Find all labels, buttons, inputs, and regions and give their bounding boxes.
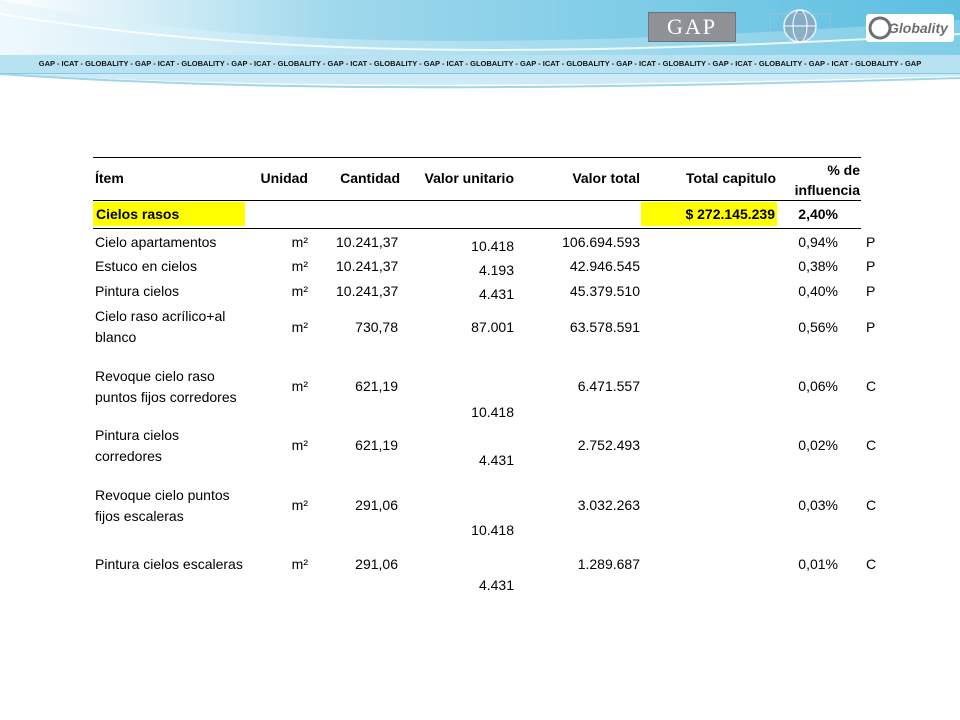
row-unit-value: 87.001 <box>471 319 514 335</box>
header-bottom-rule <box>93 200 861 201</box>
row-total: 2.752.493 <box>577 437 640 453</box>
row-qty: 291,06 <box>355 556 398 572</box>
header-unit-value: Valor unitario <box>424 170 514 186</box>
row-total: 45.379.510 <box>569 283 640 299</box>
globality-logo: Globality <box>866 14 954 42</box>
row-qty: 10.241,37 <box>336 234 399 250</box>
row-total: 63.578.591 <box>569 319 640 335</box>
table-top-rule <box>93 157 861 158</box>
header-influence: % de influencia <box>794 162 860 198</box>
slide-header: GAP Globality GAP - ICAT - GLOBALITY - G… <box>0 0 960 95</box>
header-total-value: Valor total <box>572 170 640 186</box>
row-pct: 0,06% <box>798 378 838 394</box>
row-pct: 0,38% <box>798 258 838 274</box>
row-flag: P <box>866 258 876 274</box>
row-unit: m² <box>291 437 308 453</box>
section-total-highlight <box>641 202 777 226</box>
row-unit: m² <box>291 283 308 299</box>
row-total: 3.032.263 <box>577 497 640 513</box>
row-pct: 0,03% <box>798 497 838 513</box>
row-total: 1.289.687 <box>577 556 640 572</box>
row-unit: m² <box>291 234 308 250</box>
row-pct: 0,56% <box>798 319 838 335</box>
section-pct: 2,40% <box>798 206 838 222</box>
row-flag: C <box>866 378 877 394</box>
row-flag: P <box>866 234 876 250</box>
row-item: Revoque cielo puntos fijos escaleras <box>95 487 230 524</box>
row-unit-value: 10.418 <box>471 522 514 538</box>
row-qty: 291,06 <box>355 497 398 513</box>
gap-logo: GAP <box>648 12 736 42</box>
header-unit: Unidad <box>260 170 308 186</box>
row-flag: C <box>866 497 877 513</box>
section-highlight <box>93 202 245 226</box>
row-qty: 730,78 <box>355 319 398 335</box>
section-total: $ 272.145.239 <box>685 206 775 222</box>
header-chapter-total: Total capitulo <box>686 170 776 186</box>
row-unit: m² <box>291 556 308 572</box>
row-flag: P <box>866 319 876 335</box>
row-flag: P <box>866 283 876 299</box>
row-total: 106.694.593 <box>562 234 640 250</box>
row-flag: C <box>866 437 877 453</box>
row-unit: m² <box>291 497 308 513</box>
row-unit-value: 10.418 <box>471 404 514 420</box>
row-qty: 621,19 <box>355 437 398 453</box>
row-pct: 0,40% <box>798 283 838 299</box>
icat-logo <box>752 8 848 44</box>
row-pct: 0,02% <box>798 437 838 453</box>
brand-strip: GAP - ICAT - GLOBALITY - GAP - ICAT - GL… <box>0 55 960 74</box>
row-unit-value: 4.193 <box>478 262 514 278</box>
row-total: 42.946.545 <box>569 258 640 274</box>
row-item: Pintura cielos escaleras <box>95 556 243 572</box>
row-unit-value: 10.418 <box>471 238 514 254</box>
row-item: Revoque cielo raso puntos fijos corredor… <box>95 368 237 405</box>
row-unit-value: 4.431 <box>478 577 514 593</box>
header-quantity: Cantidad <box>340 170 400 186</box>
row-qty: 621,19 <box>355 378 398 394</box>
section-bottom-rule <box>93 228 861 229</box>
row-unit-value: 4.431 <box>478 452 514 468</box>
row-item: Cielo apartamentos <box>95 234 217 250</box>
row-flag: C <box>866 556 877 572</box>
row-item: Pintura cielos <box>95 283 180 299</box>
row-item: Cielo raso acrílico+al blanco <box>95 308 226 345</box>
row-pct: 0,01% <box>798 556 838 572</box>
row-pct: 0,94% <box>798 234 838 250</box>
section-name: Cielos rasos <box>96 206 180 222</box>
header-item: Ítem <box>95 170 124 186</box>
row-total: 6.471.557 <box>577 378 640 394</box>
row-item: Pintura cielos corredores <box>95 427 180 464</box>
row-item: Estuco en cielos <box>95 258 197 274</box>
row-unit: m² <box>291 378 308 394</box>
row-unit: m² <box>291 258 308 274</box>
row-unit-value: 4.431 <box>478 286 514 302</box>
row-qty: 10.241,37 <box>336 258 399 274</box>
row-unit: m² <box>291 319 308 335</box>
row-qty: 10.241,37 <box>336 283 399 299</box>
